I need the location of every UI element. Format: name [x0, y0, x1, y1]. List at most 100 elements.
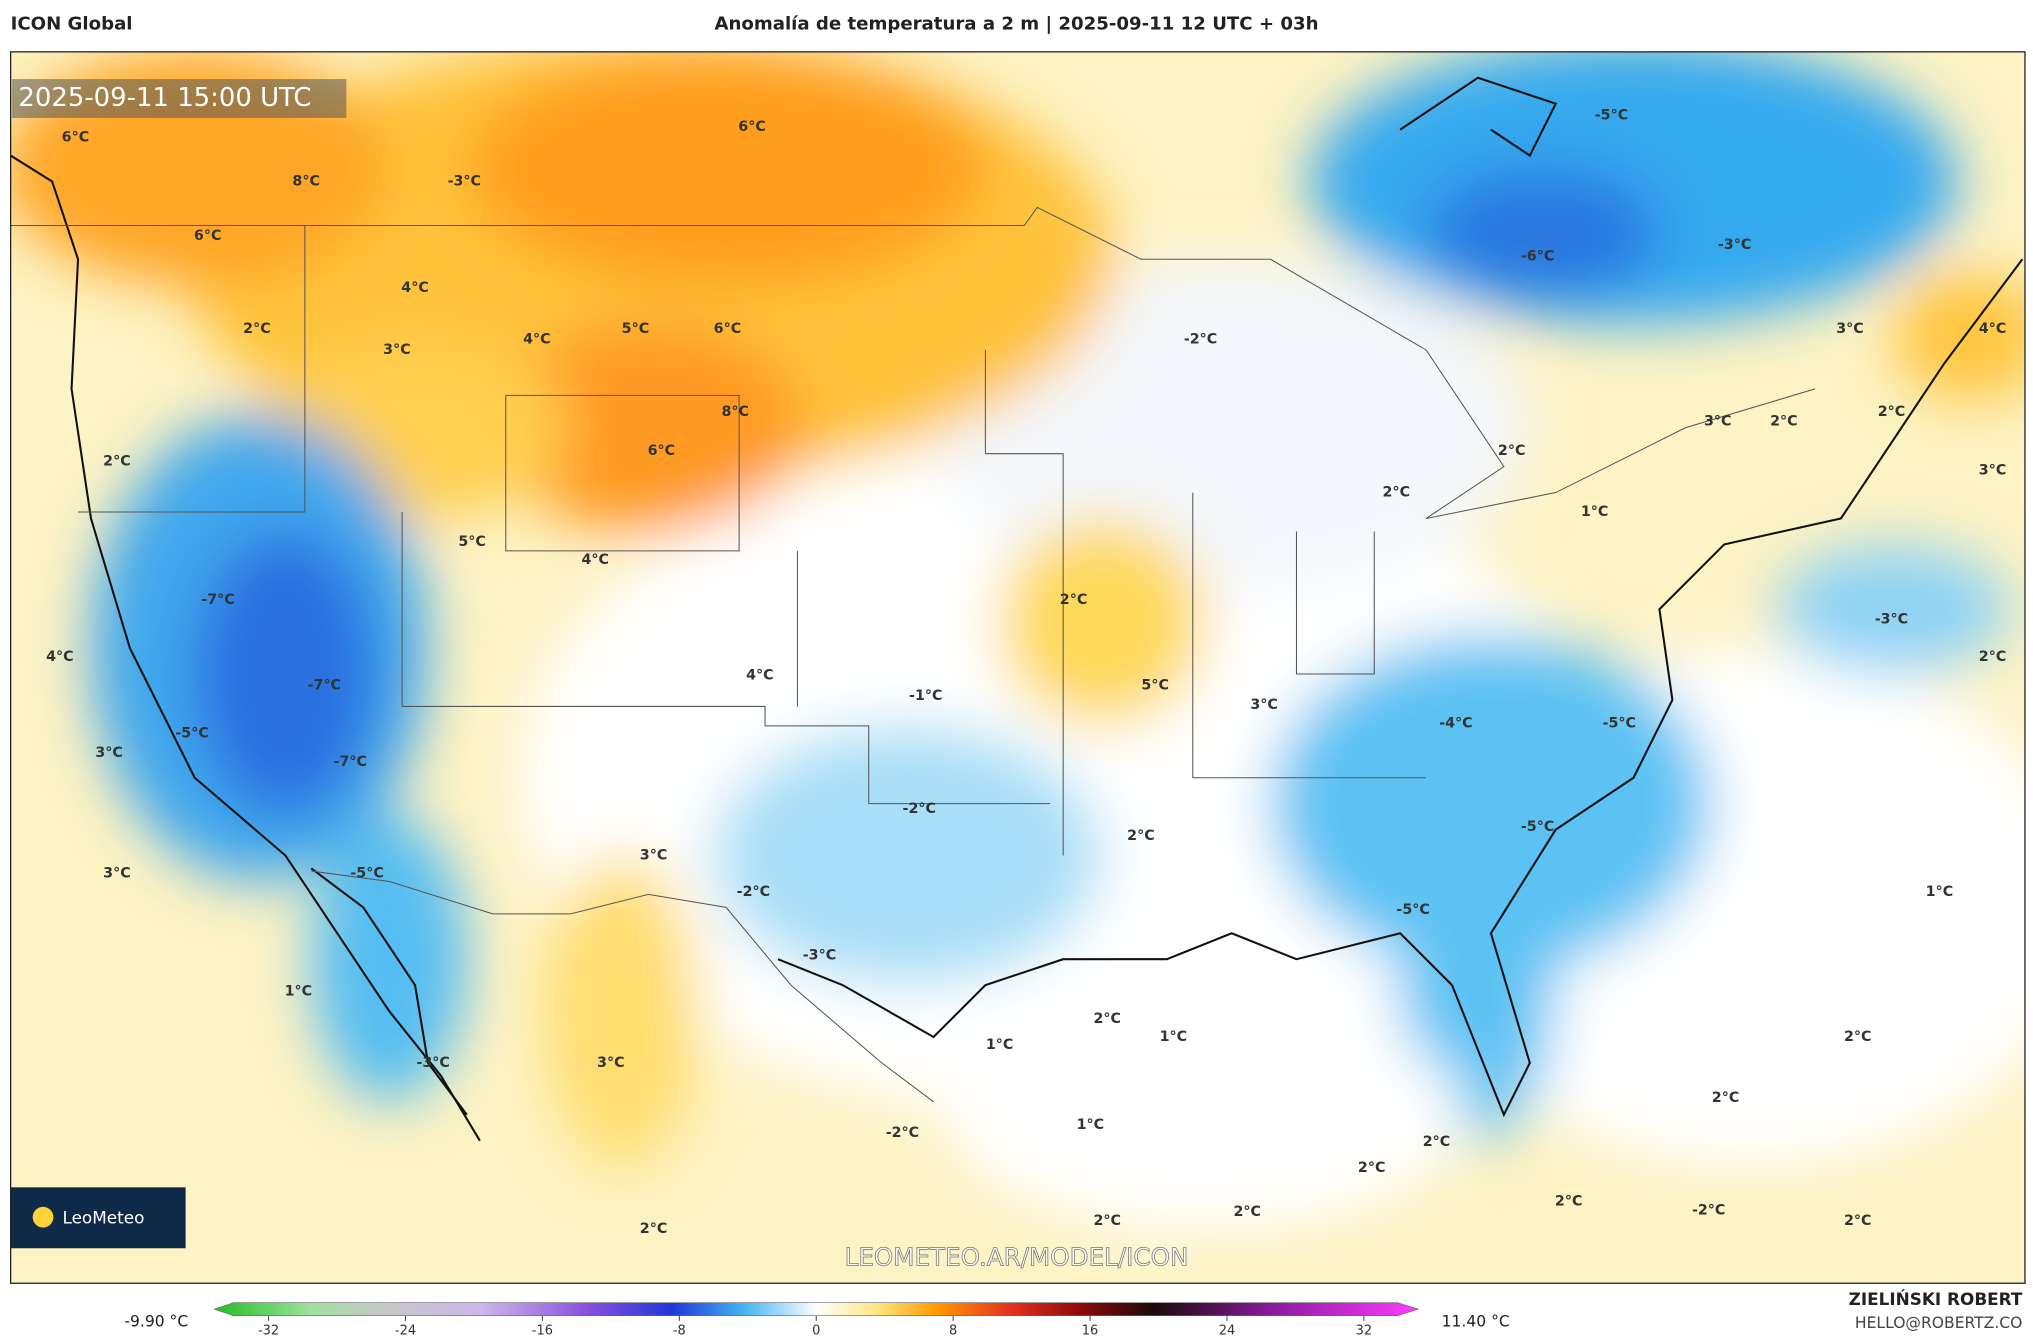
contour-label: 6°C: [194, 228, 222, 244]
contour-label: -5°C: [1595, 107, 1628, 123]
colorbar: [213, 1302, 1420, 1316]
contour-label: 2°C: [1498, 443, 1526, 459]
contour-label: 2°C: [243, 321, 270, 337]
credit-author: ZIELIŃSKI ROBERT: [1849, 1288, 2023, 1309]
contour-label: -5°C: [350, 866, 383, 882]
contour-label: 2°C: [1233, 1204, 1261, 1220]
contour-label: -2°C: [1184, 332, 1217, 348]
contour-label: -1°C: [909, 688, 942, 704]
anomaly-field: [10, 51, 2025, 1232]
contour-labels: 6°C 8°C -3°C 6°C 6°C 4°C 2°C 3°C 4°C 5°C 6°C 8°C 6°C…: [46, 107, 2006, 1236]
valid-time: 2025-09-11 15:00 UTC: [18, 83, 311, 113]
borders: [10, 206, 1816, 1103]
contour-label: -3°C: [1875, 612, 1908, 628]
contour-label: 3°C: [1250, 697, 1278, 713]
colorbar-tick-label: -16: [532, 1324, 553, 1339]
colorbar-tick-label: -8: [673, 1324, 686, 1339]
contour-label: 2°C: [1093, 1213, 1121, 1229]
contour-label: 5°C: [458, 534, 486, 550]
contour-label: 3°C: [597, 1055, 625, 1071]
model-name: ICON Global: [11, 14, 133, 35]
contour-label: 3°C: [640, 848, 668, 864]
colorbar-tick-label: 16: [1082, 1324, 1098, 1339]
contour-label: 2°C: [1844, 1213, 1872, 1229]
colorbar-tick-label: 0: [812, 1324, 820, 1339]
state-lines: [78, 225, 1427, 856]
colorbar-tick-label: -24: [395, 1324, 416, 1339]
contour-label: 2°C: [640, 1221, 668, 1237]
contour-label: 2°C: [1979, 649, 2007, 665]
contour-label: 3°C: [383, 342, 410, 358]
colorbar-min: -9.90 °C: [124, 1313, 188, 1331]
contour-label: 2°C: [1844, 1029, 1872, 1045]
contour-label: -2°C: [1692, 1203, 1725, 1219]
contour-label: -7°C: [308, 678, 341, 694]
contour-label: 3°C: [103, 866, 131, 882]
map-frame: [9, 51, 2026, 1284]
contour-label: 5°C: [1141, 678, 1169, 694]
colorbar-max: 11.40 °C: [1442, 1313, 1510, 1331]
contour-label: 2°C: [1127, 828, 1154, 844]
logo-sun: [32, 1206, 54, 1228]
colorbar-tick-label: 8: [949, 1324, 957, 1339]
contour-label: 2°C: [1770, 413, 1798, 429]
contour-label: 4°C: [581, 552, 609, 568]
contour-label: -6°C: [1521, 249, 1554, 265]
colorbar-ticks: -32 -24 -16 -8 0 8 16 24 32: [258, 1315, 1372, 1339]
contour-label: 4°C: [46, 649, 74, 665]
colorbar-tick-label: 24: [1219, 1324, 1235, 1339]
colorbar-tick-label: -32: [258, 1324, 279, 1339]
contour-label: 2°C: [1060, 592, 1088, 608]
contour-label: 1°C: [1077, 1117, 1105, 1133]
contour-label: 5°C: [622, 321, 650, 337]
contour-label: 4°C: [1979, 321, 2007, 337]
logo-text: LeoMeteo: [62, 1207, 144, 1227]
contour-label: -5°C: [175, 726, 208, 742]
coastline-east: [777, 258, 2024, 1118]
contour-label: 1°C: [1926, 884, 1954, 900]
contour-label: 6°C: [648, 443, 676, 459]
contour-label: 3°C: [1979, 463, 2007, 479]
contour-label: 4°C: [746, 667, 774, 683]
contour-label: -2°C: [737, 884, 770, 900]
coastlines: [10, 76, 2024, 1142]
chart-title: Anomalía de temperatura a 2 m | 2025-09-…: [714, 14, 1318, 35]
contour-label: 1°C: [285, 984, 313, 1000]
contour-label: 8°C: [721, 404, 749, 420]
contour-label: -7°C: [201, 592, 234, 608]
contour-label: -2°C: [886, 1125, 919, 1141]
contour-label: 2°C: [103, 453, 131, 469]
contour-label: 2°C: [1423, 1134, 1451, 1150]
coastline-bay: [1399, 76, 1558, 158]
contour-label: -7°C: [334, 754, 367, 770]
coastline-west: [10, 154, 481, 1142]
contour-label: 3°C: [95, 745, 123, 761]
contour-label: 6°C: [714, 321, 742, 337]
contour-label: -4°C: [1439, 715, 1472, 731]
contour-label: 1°C: [1160, 1029, 1188, 1045]
time-badge: [11, 79, 347, 118]
contour-label: -2°C: [903, 801, 936, 817]
contour-label: 1°C: [1581, 504, 1609, 520]
map: 6°C 8°C -3°C 6°C 6°C 4°C 2°C 3°C 4°C 5°C 6°C 8°C 6°C…: [10, 51, 2025, 1284]
contour-label: 2°C: [1093, 1011, 1121, 1027]
contour-label: 3°C: [1704, 413, 1732, 429]
contour-label: 2°C: [1878, 404, 1906, 420]
contour-label: 6°C: [62, 129, 90, 145]
contour-label: 2°C: [1358, 1160, 1386, 1176]
coastline-baja: [310, 867, 468, 1116]
contour-label: 2°C: [1555, 1194, 1583, 1210]
contour-label: 1°C: [986, 1037, 1013, 1053]
contour-label: -3°C: [1718, 237, 1751, 253]
contour-label: 6°C: [738, 119, 766, 135]
contour-label: 8°C: [292, 173, 320, 189]
contour-label: -3°C: [803, 947, 836, 963]
contour-label: -5°C: [1521, 819, 1554, 835]
contour-label: -3°C: [416, 1055, 449, 1071]
contour-label: 4°C: [523, 332, 551, 348]
watermark: LEOMETEO.AR/MODEL/ICON: [845, 1243, 1189, 1272]
contour-label: 4°C: [401, 280, 429, 296]
border-mexico: [311, 870, 934, 1103]
contour-label: -3°C: [448, 173, 481, 189]
